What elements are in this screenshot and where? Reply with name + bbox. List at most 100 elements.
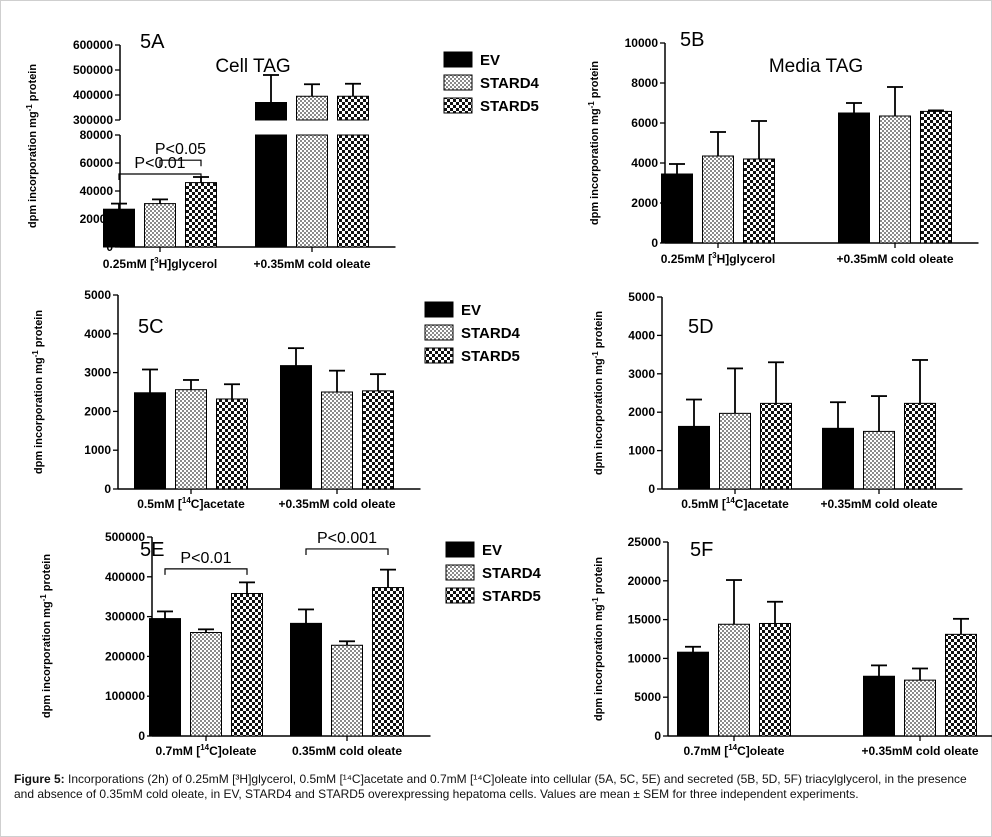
legend-label-stard4: STARD4 <box>480 75 540 92</box>
chart-title: Cell TAG <box>215 56 290 77</box>
y-tick-label: 40000 <box>80 184 114 198</box>
y-axis-label-main: dpm incorporation mg <box>589 108 601 225</box>
y-axis-label: dpm incorporation mg-1 protein <box>591 311 605 475</box>
legend-swatch-stard5 <box>445 587 475 604</box>
y-tick-label: 1000 <box>84 443 111 457</box>
significance-bracket <box>118 173 202 180</box>
legend-swatch-ev <box>424 301 454 318</box>
y-tick-label: 100000 <box>105 689 145 703</box>
y-axis-label-superscript: -1 <box>591 597 600 605</box>
y-axis-label-main: dpm incorporation mg <box>33 357 45 474</box>
figure-caption: Figure 5: Incorporations (2h) of 0.25mM … <box>14 772 976 802</box>
category-label: +0.35mM cold oleate <box>861 744 978 758</box>
category-label-part: +0.35mM cold oleate <box>861 744 978 758</box>
y-tick-label: 600000 <box>73 38 113 52</box>
y-axis-label: dpm incorporation mg-1 protein <box>31 310 45 474</box>
bar-stard5 <box>231 593 263 737</box>
legend-label-ev: EV <box>482 542 502 559</box>
y-tick-label: 2000 <box>628 405 655 419</box>
chart-5d: 0 1000 2000 3000 4000 5000 0.5mM [14C]acetate +… <box>591 290 963 511</box>
bar-stard4 <box>144 203 176 248</box>
legend-swatch-stard4 <box>424 324 454 341</box>
category-label-superscript: 3 <box>712 251 717 260</box>
bar-ev <box>103 208 135 248</box>
bar-stard4 <box>879 115 911 244</box>
y-axis-label-main: dpm incorporation mg <box>593 358 605 475</box>
category-label-part: 0.25mM [ <box>103 257 154 271</box>
y-tick-label: 80000 <box>80 128 114 142</box>
panel-label: 5E <box>140 539 164 561</box>
y-axis-label-tail: protein <box>41 554 53 595</box>
y-axis-label-superscript: -1 <box>31 350 40 358</box>
legend-label-stard4: STARD4 <box>461 325 521 342</box>
y-tick-label: 6000 <box>631 116 658 130</box>
legend-label-ev: EV <box>480 52 500 69</box>
category-label-part: 0.35mM cold oleate <box>292 744 402 758</box>
bar-stard5 <box>904 402 936 490</box>
bar-stard5 <box>372 587 404 737</box>
bar-stard5 <box>337 95 369 121</box>
bar-ev-lower <box>255 134 287 248</box>
category-label: 0.35mM cold oleate <box>292 744 402 758</box>
category-label-part: 0.5mM [ <box>681 497 726 511</box>
y-axis-label-tail: protein <box>27 64 39 105</box>
significance-label: P<0.001 <box>317 530 377 547</box>
category-label-part: C]oleate <box>209 744 257 758</box>
y-tick-label: 60000 <box>80 156 114 170</box>
legend-swatch-ev <box>443 51 473 68</box>
category-label-part: 0.5mM [ <box>137 497 182 511</box>
chart-5c: 0 1000 2000 3000 4000 5000 0.5mM [14C]acetate +… <box>31 288 521 511</box>
bar-ev <box>149 618 181 737</box>
category-label-part: +0.35mM cold oleate <box>836 252 953 266</box>
y-axis-label: dpm incorporation mg-1 protein <box>587 61 601 225</box>
bar-stard4 <box>190 632 222 737</box>
y-axis-label-superscript: -1 <box>25 104 34 112</box>
significance-bracket <box>159 159 202 167</box>
bar-stard4 <box>904 679 936 737</box>
y-tick-label: 300000 <box>105 610 145 624</box>
bar-stard5 <box>759 622 791 737</box>
legend-label-stard5: STARD5 <box>480 98 539 115</box>
y-axis-label-superscript: -1 <box>39 594 48 602</box>
category-label-part: 0.7mM [ <box>156 744 201 758</box>
figure-canvas: 0200004000060000800003000004000005000006… <box>25 29 992 758</box>
chart-title: Media TAG <box>769 56 863 77</box>
category-label: +0.35mM cold oleate <box>820 497 937 511</box>
category-label-part: C]oleate <box>737 744 785 758</box>
category-label: 0.25mM [3H]glycerol <box>103 256 218 271</box>
y-tick-label: 5000 <box>628 290 655 304</box>
category-label-part: +0.35mM cold oleate <box>820 497 937 511</box>
legend-swatch-stard4 <box>443 74 473 91</box>
bar-ev <box>134 392 166 490</box>
category-label-part: +0.35mM cold oleate <box>278 497 395 511</box>
legend-swatch-stard5 <box>443 97 473 114</box>
y-tick-label: 25000 <box>628 535 662 549</box>
y-axis-label-main: dpm incorporation mg <box>27 111 39 228</box>
bar-stard5 <box>216 398 248 490</box>
y-tick-label: 4000 <box>84 327 111 341</box>
category-label-superscript: 3 <box>154 256 159 265</box>
panel-label: 5A <box>140 31 165 53</box>
category-label-part: H]glycerol <box>717 252 776 266</box>
y-tick-label: 400000 <box>105 570 145 584</box>
category-label: +0.35mM cold oleate <box>253 257 370 271</box>
caption-label: Figure 5: <box>14 772 65 786</box>
bar-ev <box>863 675 895 737</box>
bar-ev <box>661 173 693 244</box>
y-axis-label: dpm incorporation mg-1 protein <box>591 557 605 721</box>
y-tick-label: 0 <box>654 729 661 743</box>
bar-stard5 <box>743 158 775 244</box>
y-tick-label: 15000 <box>628 613 662 627</box>
bar-stard4 <box>175 389 207 490</box>
significance-bracket <box>164 568 248 575</box>
bar-stard5 <box>362 390 394 490</box>
category-label-part: H]glycerol <box>159 257 218 271</box>
category-label: +0.35mM cold oleate <box>278 497 395 511</box>
significance-label: P<0.05 <box>155 141 206 158</box>
category-label-superscript: 14 <box>200 743 209 752</box>
bar-ev <box>280 365 312 490</box>
legend-label-ev: EV <box>461 302 481 319</box>
category-label: 0.7mM [14C]oleate <box>684 743 785 758</box>
bar-stard5 <box>945 633 977 737</box>
y-axis-label-tail: protein <box>33 310 45 351</box>
